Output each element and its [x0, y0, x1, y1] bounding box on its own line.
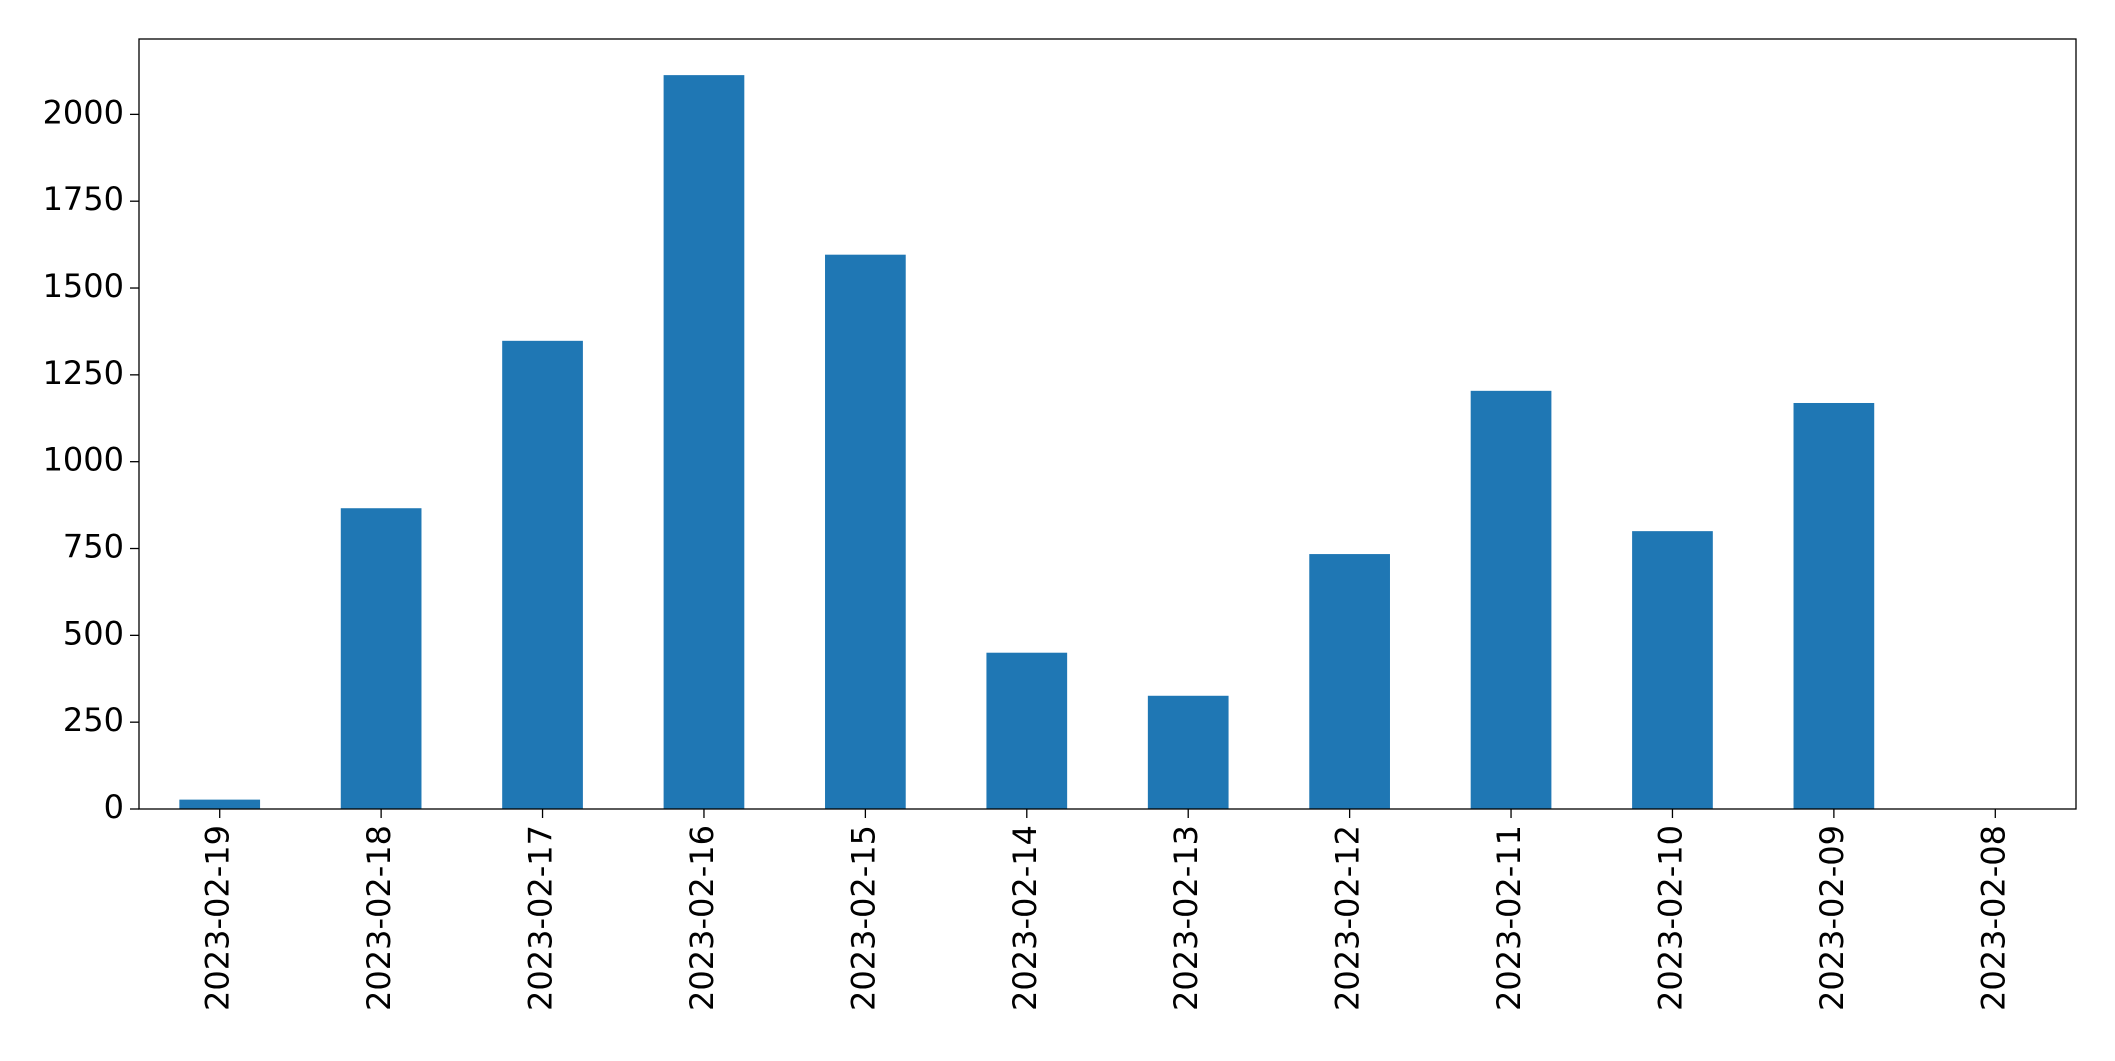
- bar: [179, 799, 261, 809]
- x-tick-label: 2023-02-13: [1167, 825, 1205, 1011]
- bar: [1632, 531, 1713, 809]
- x-tick-label: 2023-02-12: [1329, 825, 1367, 1011]
- x-tick-label: 2023-02-10: [1651, 825, 1689, 1011]
- y-tick-label: 750: [63, 528, 124, 566]
- y-tick-label: 0: [104, 788, 124, 826]
- bar: [1470, 390, 1552, 809]
- x-tick-label: 2023-02-18: [360, 825, 398, 1011]
- x-tick-label: 2023-02-15: [844, 825, 882, 1011]
- x-tick-label: 2023-02-16: [683, 825, 721, 1011]
- bar: [663, 75, 745, 809]
- x-tick-label: 2023-02-09: [1813, 825, 1851, 1011]
- bar: [1793, 402, 1875, 809]
- y-tick-label: 500: [63, 614, 124, 652]
- x-tick-label: 2023-02-08: [1974, 825, 2012, 1011]
- x-tick-label: 2023-02-11: [1490, 825, 1528, 1011]
- plot-frame: [138, 38, 2077, 810]
- bar: [340, 508, 422, 809]
- bar: [986, 652, 1068, 809]
- bar: [1147, 695, 1229, 809]
- x-tick-label: 2023-02-19: [199, 825, 237, 1011]
- y-tick-label: 1750: [43, 180, 124, 218]
- y-tick-label: 250: [63, 701, 124, 739]
- bar: [825, 254, 906, 809]
- bar: [502, 340, 583, 809]
- bar: [1309, 554, 1390, 809]
- x-tick-label: 2023-02-17: [522, 825, 560, 1011]
- y-tick-label: 2000: [43, 93, 124, 131]
- y-tick-label: 1000: [43, 441, 124, 479]
- x-tick-label: 2023-02-14: [1006, 825, 1044, 1011]
- y-tick-label: 1250: [43, 354, 124, 392]
- y-tick-label: 1500: [43, 267, 124, 305]
